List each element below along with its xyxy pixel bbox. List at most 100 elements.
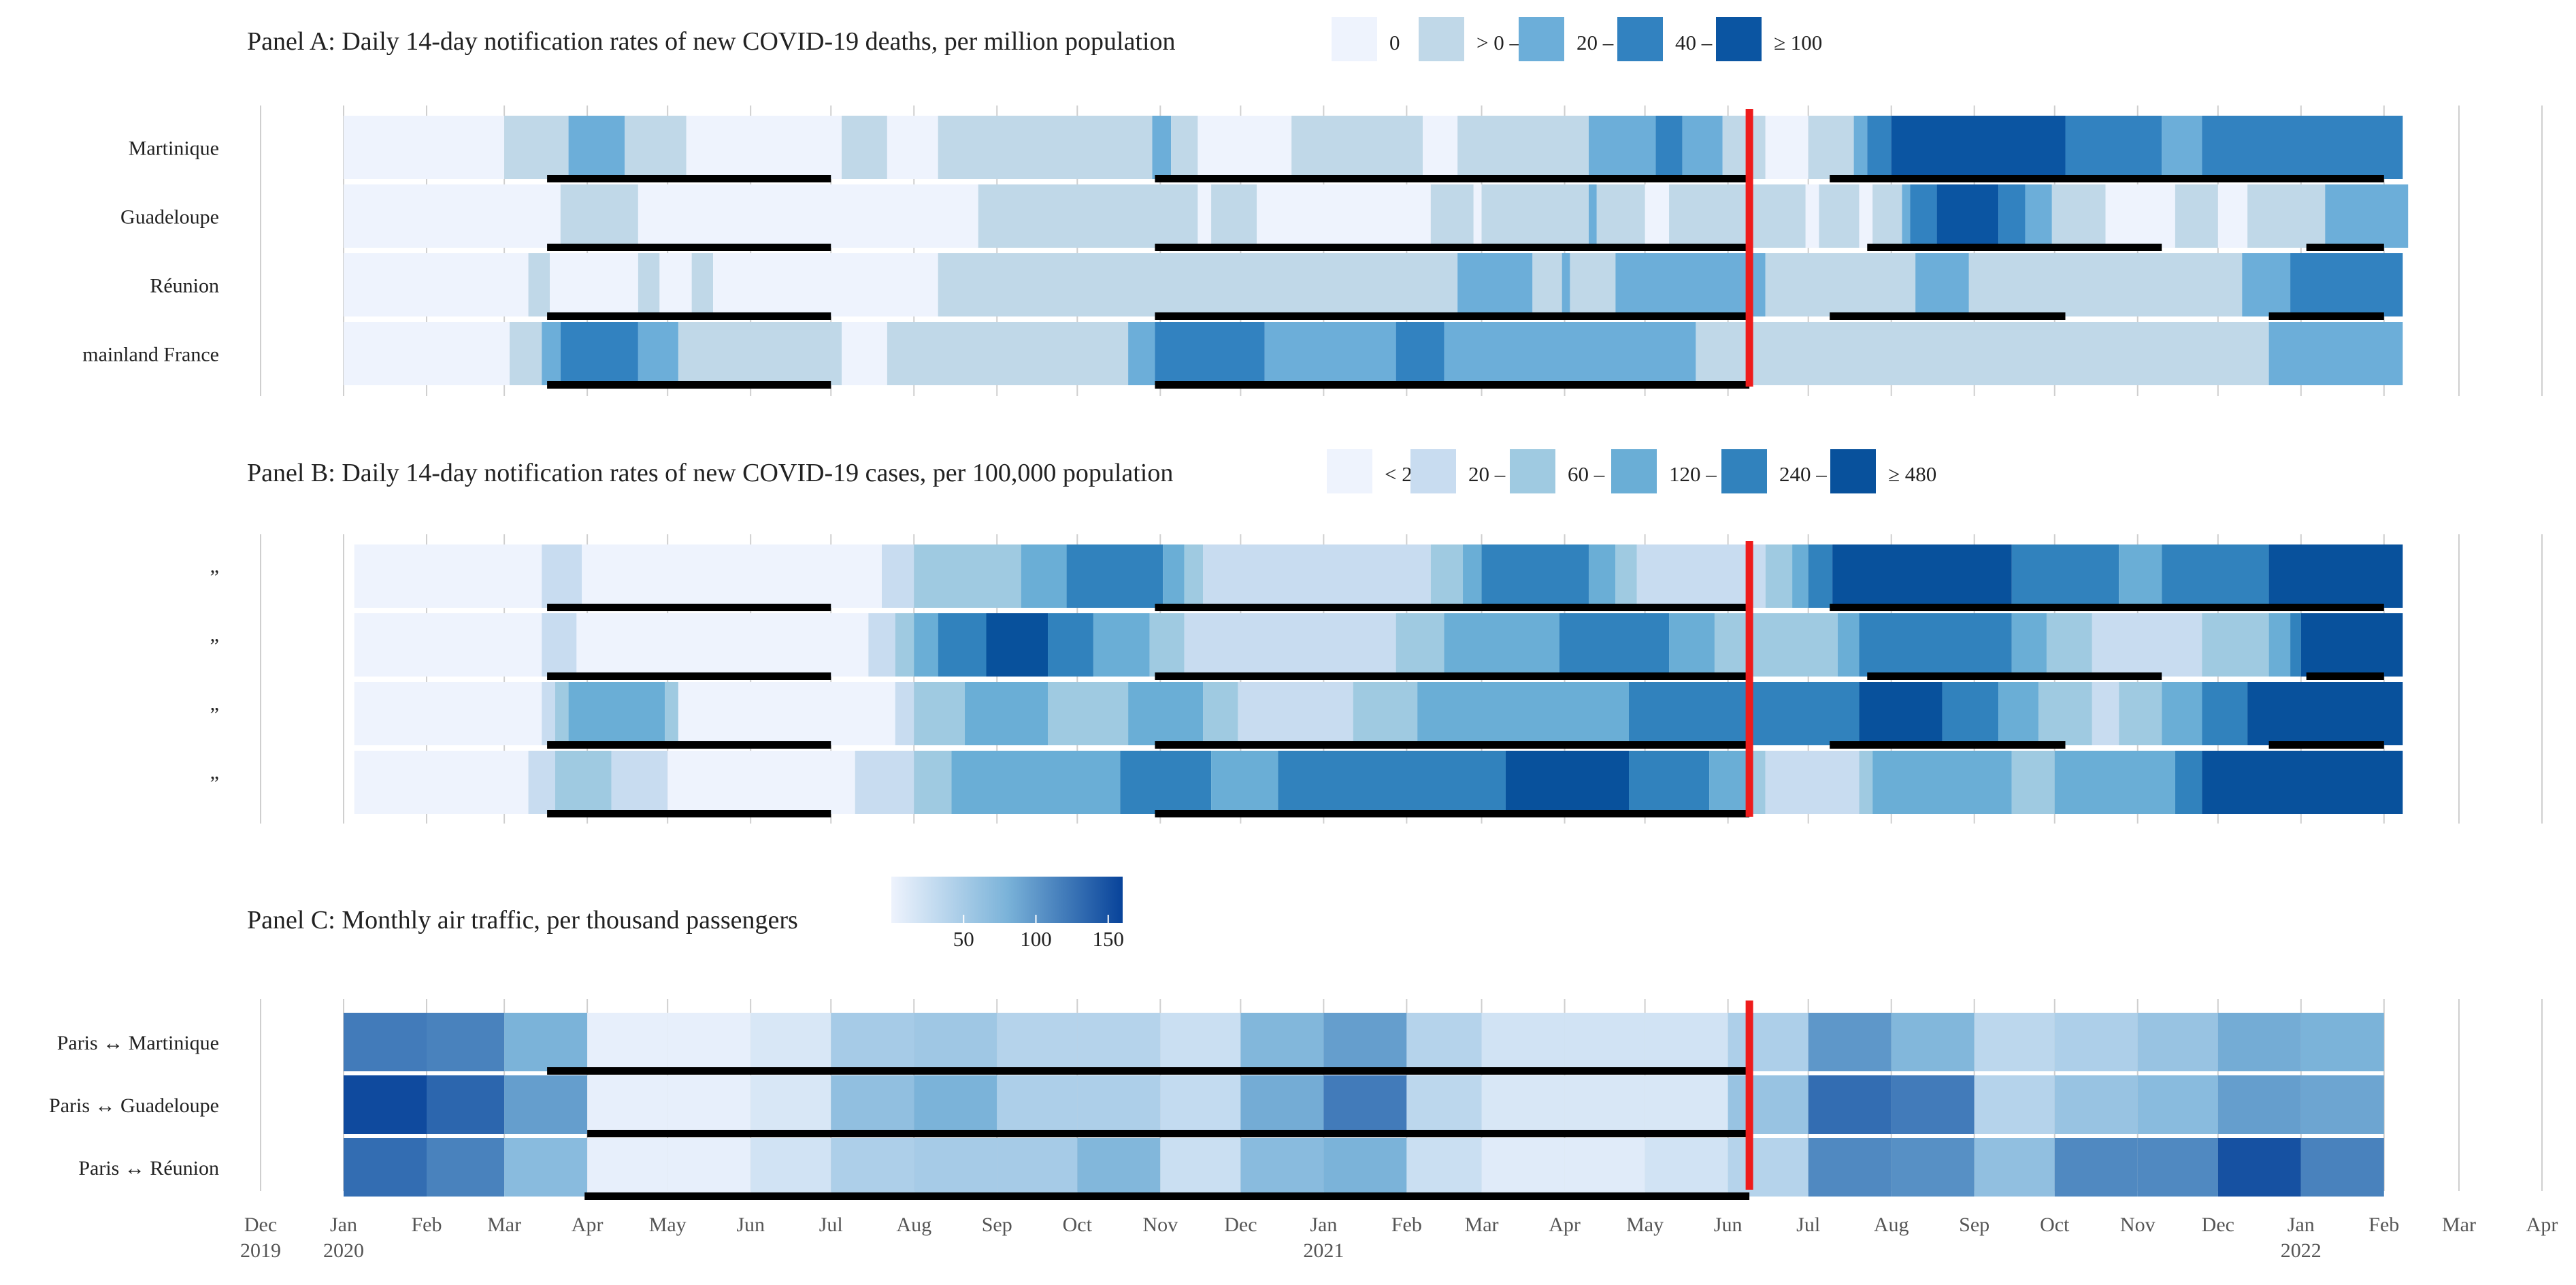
panel-c-cell (750, 1138, 831, 1197)
panel-a-cell (938, 253, 1458, 316)
panel-b-cell (1430, 544, 1464, 608)
panel-b-cell (1559, 613, 1670, 677)
panel-a-cell (659, 253, 692, 316)
panel-c-cell (1077, 1013, 1161, 1071)
panel-a-cell (1264, 322, 1396, 385)
panel-c-cell (1728, 1075, 1809, 1134)
panel-b-cell (611, 751, 668, 814)
panel-b-cell (568, 682, 665, 745)
panel-c-cell (1323, 1138, 1407, 1197)
panel-b-cell (1211, 751, 1278, 814)
panel-b-cell (1615, 544, 1637, 608)
panel-a-cell (2290, 253, 2403, 316)
panel-a-cell (638, 322, 678, 385)
panel-a-title: Panel A: Daily 14-day notification rates… (247, 27, 1176, 56)
panel-a-cell (978, 184, 1198, 248)
panel-a-cell (2247, 184, 2326, 248)
panel-a-cell (1682, 116, 1723, 179)
panel-a-cell (1819, 184, 1860, 248)
panel-b-cell (354, 613, 542, 677)
panel-b-cell (1278, 751, 1506, 814)
panel-c-cell (831, 1075, 914, 1134)
panel-b-cell (1629, 682, 1860, 745)
panel-b-legend-swatch (1410, 449, 1456, 493)
panel-b-row-label: ” (210, 704, 219, 726)
panel-b-cell (667, 751, 855, 814)
panel-a-cell (1291, 116, 1423, 179)
panel-b-cell (2300, 613, 2403, 677)
panel-b-cell (1128, 682, 1204, 745)
panel-b-cell (542, 682, 555, 745)
panel-b-cell (1149, 613, 1185, 677)
panel-b-cell (2202, 613, 2269, 677)
panel-a-cell (1615, 253, 1766, 316)
panel-c-cell (667, 1138, 751, 1197)
panel-b-lockdown-bar (1155, 672, 1750, 680)
panel-b-cell (1808, 544, 1833, 608)
panel-a-cell (1805, 184, 1819, 248)
panel-b-cell (951, 751, 1121, 814)
panel-c-cell (1974, 1075, 2055, 1134)
panel-a-cell (1655, 116, 1683, 179)
panel-b-cell (1872, 751, 2012, 814)
panel-a-cell (691, 253, 714, 316)
panel-b-cell (354, 682, 542, 745)
x-tick-label: Dec (1224, 1214, 1257, 1236)
panel-b-cell (2290, 613, 2301, 677)
panel-a-cell (2217, 184, 2248, 248)
x-tick-label: Apr (2526, 1214, 2558, 1236)
panel-a-cell (1396, 322, 1444, 385)
panel-b-cell (1238, 682, 1353, 745)
panel-b-cell (1765, 544, 1793, 608)
panel-a-cell (638, 253, 660, 316)
panel-b-cell (1184, 544, 1204, 608)
panel-a-cell (560, 184, 638, 248)
panel-c-cell (587, 1138, 668, 1197)
panel-a-cell (504, 116, 569, 179)
panel-b-cell (1184, 613, 1396, 677)
panel-c-cell (914, 1075, 997, 1134)
panel-c-cell (997, 1013, 1078, 1071)
panel-a-legend-swatch (1716, 17, 1762, 61)
panel-b-cell (1396, 613, 1444, 677)
panel-b-cell (2054, 751, 2175, 814)
panel-b-cell (1636, 544, 1766, 608)
panel-a-cell (1902, 184, 1911, 248)
panel-a-cell (887, 322, 1129, 385)
panel-b-legend-swatch (1510, 449, 1555, 493)
panel-a-cell (1696, 322, 2269, 385)
panel-c-cell (1160, 1138, 1241, 1197)
panel-b-cell (555, 751, 612, 814)
panel-c-cell (2217, 1013, 2301, 1071)
panel-b-cell (1163, 544, 1185, 608)
panel-b-cell (542, 544, 582, 608)
panel-a-cell (568, 116, 625, 179)
panel-a-lockdown-bar (1155, 244, 1750, 251)
panel-b-cell (1066, 544, 1163, 608)
panel-b-cell (1942, 682, 1999, 745)
panel-c-cell (504, 1138, 588, 1197)
panel-a-lockdown-bar (547, 312, 831, 320)
panel-b-cell (1093, 613, 1150, 677)
x-tick-label: Apr (1549, 1214, 1581, 1236)
panel-b-cell (582, 544, 882, 608)
panel-a-cell (1936, 184, 1999, 248)
panel-a-cell (2325, 184, 2409, 248)
panel-c-cell (1323, 1075, 1407, 1134)
x-tick-year: 2020 (323, 1239, 364, 1262)
x-tick-label: Jan (1310, 1214, 1337, 1236)
panel-c-cell (587, 1075, 668, 1134)
panel-c-cell (1891, 1013, 1975, 1071)
panel-a-cell (1171, 116, 1198, 179)
panel-b-cell (665, 682, 678, 745)
panel-b-cell (2092, 613, 2202, 677)
x-tick-year: 2021 (1303, 1239, 1344, 1262)
panel-c-row-label: Paris ↔ Guadeloupe (49, 1094, 219, 1117)
panel-b-cell (2202, 751, 2403, 814)
panel-c-cell (1974, 1138, 2055, 1197)
panel-a-cell (1256, 184, 1431, 248)
panel-a-cell (938, 116, 1153, 179)
panel-b-cell (1463, 544, 1482, 608)
panel-a-legend-swatch (1519, 17, 1564, 61)
panel-a-cell (1891, 116, 2066, 179)
